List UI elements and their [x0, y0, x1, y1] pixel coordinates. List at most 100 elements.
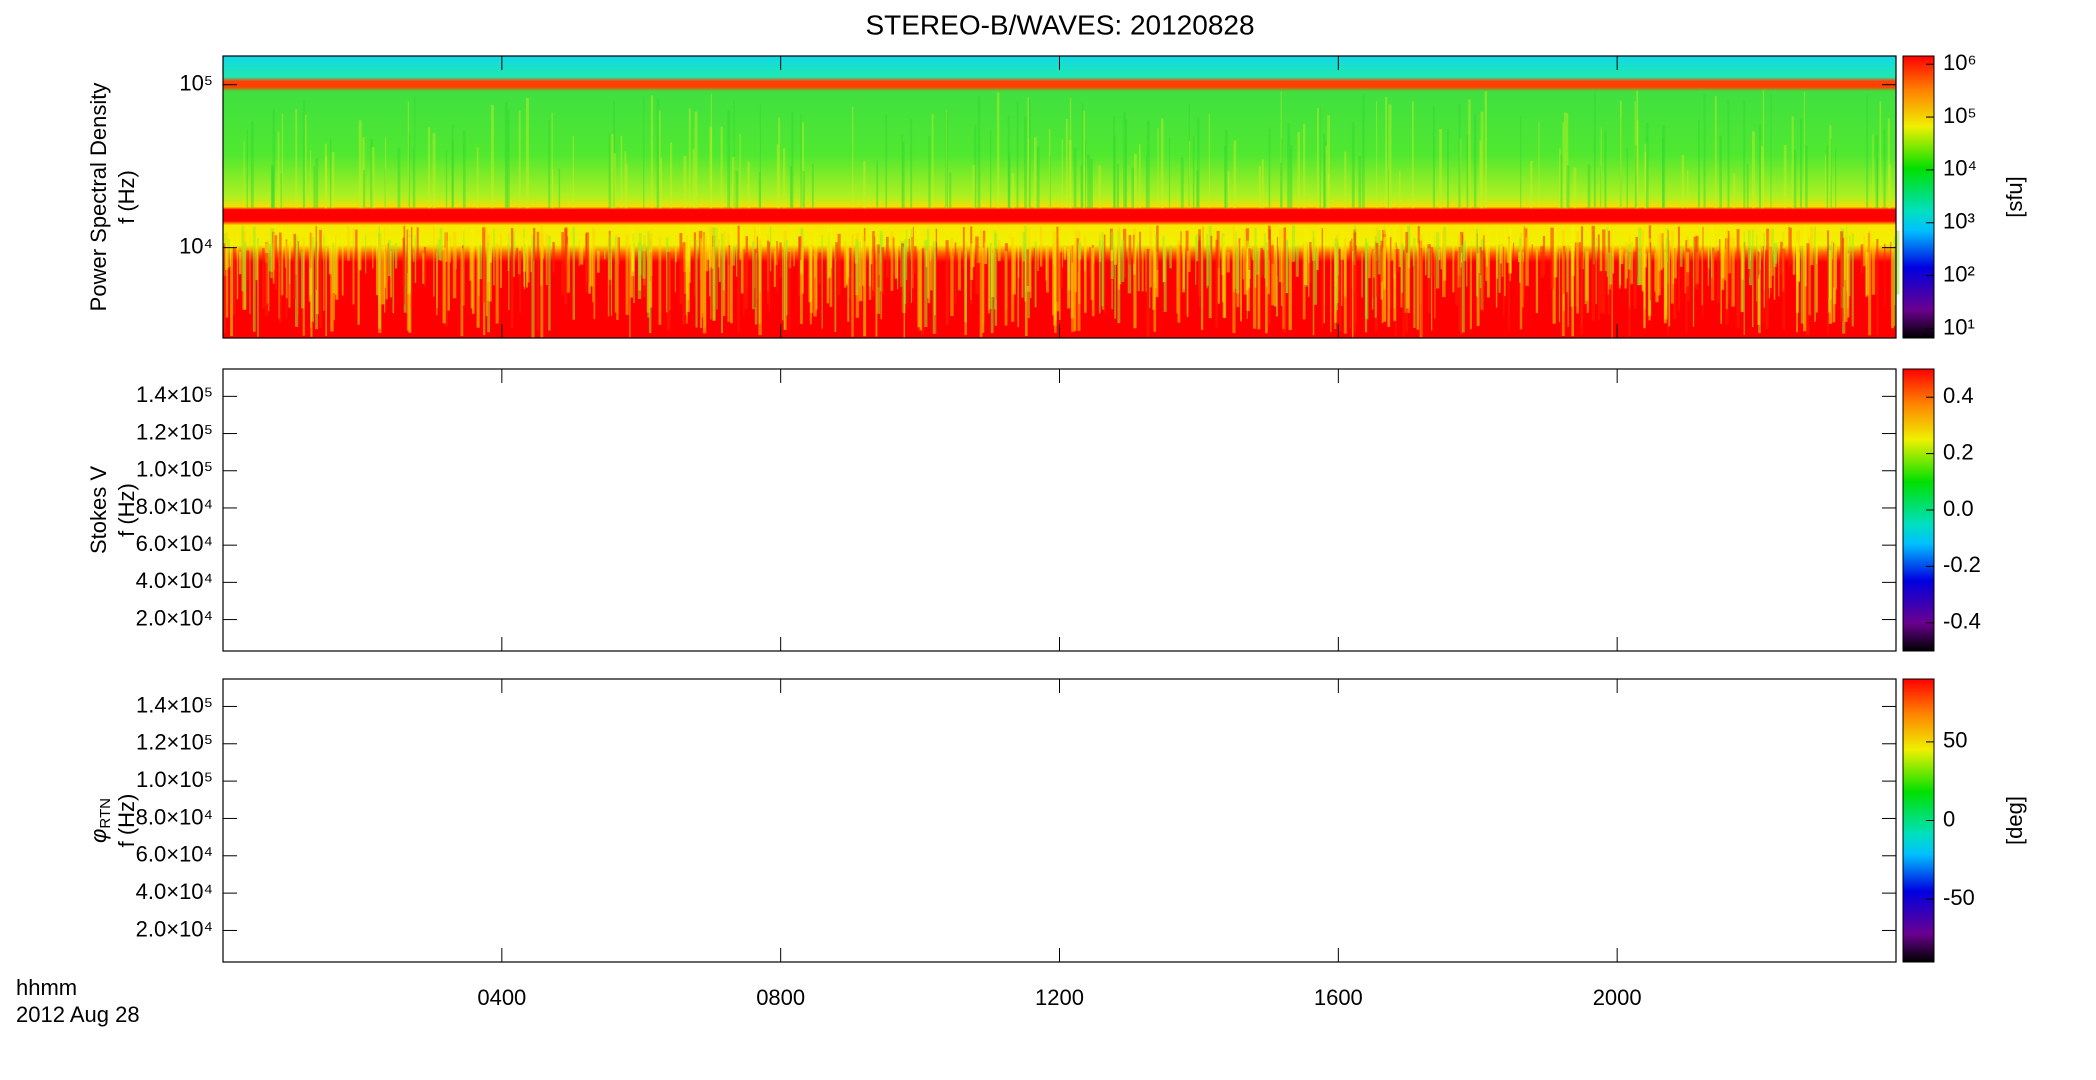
- colorbar-tick-label: -50: [1943, 885, 1975, 910]
- spectrogram-texture: [1630, 242, 1634, 285]
- spectrogram-texture: [1634, 145, 1638, 209]
- spectrogram-texture: [1625, 242, 1628, 279]
- spectrogram-texture: [847, 251, 850, 322]
- spectrogram-texture: [945, 111, 948, 209]
- spectrogram-texture: [1876, 238, 1879, 335]
- spectrogram-texture: [1065, 119, 1068, 209]
- spectrogram-texture: [1865, 252, 1869, 296]
- spectrogram-texture: [1751, 229, 1754, 328]
- spectrogram-texture: [508, 232, 510, 311]
- spectrogram-texture: [518, 250, 522, 313]
- spectrogram-texture: [630, 240, 633, 298]
- spectrogram-texture: [1264, 232, 1266, 279]
- spectrogram-texture: [1835, 148, 1837, 209]
- spectrogram-texture: [670, 142, 673, 209]
- spectrogram-texture: [372, 239, 374, 269]
- spectrogram-texture: [1522, 252, 1524, 262]
- spectrogram-texture: [1281, 138, 1283, 209]
- spectrogram-texture: [1337, 248, 1341, 291]
- y-tick-label: 4.0×10⁴: [136, 879, 213, 904]
- spectrogram-texture: [297, 241, 300, 315]
- spectrogram-texture: [1768, 231, 1772, 289]
- spectrogram-texture: [1644, 143, 1647, 209]
- spectrogram-texture: [412, 252, 415, 262]
- spectrogram-texture: [1252, 252, 1254, 261]
- spectrogram-texture: [1061, 139, 1064, 209]
- spectrogram-texture: [1763, 232, 1765, 308]
- spectrogram-texture: [1103, 234, 1106, 313]
- spectrogram-texture: [596, 250, 600, 273]
- spectrogram-texture: [1660, 226, 1663, 271]
- spectrogram-texture: [1377, 230, 1381, 275]
- spectrogram-texture: [739, 133, 741, 209]
- spectrogram-texture: [1052, 243, 1055, 316]
- spectrogram-texture: [700, 238, 703, 329]
- spectrogram-texture: [1427, 248, 1431, 278]
- spectrogram-texture: [620, 135, 623, 209]
- spectrogram-texture: [1133, 153, 1137, 209]
- spectrogram-texture: [826, 225, 830, 304]
- spectrogram-texture: [279, 232, 282, 323]
- spectrogram-texture: [752, 241, 755, 310]
- spectrogram-texture: [1519, 237, 1521, 283]
- spectrogram-texture: [1439, 129, 1442, 209]
- spectrogram-texture: [1390, 244, 1394, 261]
- spectrogram-texture: [608, 235, 612, 280]
- spectrogram-texture: [1063, 247, 1067, 260]
- spectrogram-texture: [588, 241, 591, 294]
- spectrogram-texture: [1827, 230, 1829, 299]
- spectrogram-texture: [504, 101, 507, 209]
- spectrogram-texture: [1395, 249, 1400, 273]
- spectrogram-texture: [449, 236, 451, 263]
- spectrogram-texture: [1049, 155, 1051, 209]
- spectrogram-texture: [1265, 242, 1268, 287]
- y-tick-label: 6.0×10⁴: [136, 531, 213, 556]
- spectrogram-texture: [614, 236, 617, 313]
- spectrogram-texture: [530, 247, 532, 273]
- spectrogram-texture: [843, 241, 847, 288]
- y-axis-label: f (Hz): [114, 483, 139, 537]
- spectrogram-texture: [1407, 225, 1411, 269]
- spectrogram-texture: [1254, 227, 1257, 288]
- spectrogram-texture: [1612, 230, 1615, 274]
- x-axis-label: hhmm: [16, 975, 77, 1000]
- spectrogram-texture: [1208, 113, 1210, 209]
- spectrogram-texture: [304, 114, 307, 209]
- spectrogram-texture: [930, 247, 933, 291]
- spectrogram-texture: [637, 242, 642, 299]
- spectrogram-texture: [439, 227, 443, 261]
- spectrogram-texture: [462, 130, 466, 209]
- spectrogram-texture: [858, 240, 863, 302]
- spectrogram-texture: [821, 234, 823, 329]
- spectrogram-texture: [1327, 115, 1330, 209]
- spectrogram-texture: [1114, 246, 1117, 319]
- spectrogram-texture: [1400, 243, 1404, 293]
- spectrogram-texture: [1560, 154, 1563, 209]
- spectrogram-texture: [1657, 234, 1661, 296]
- spectrogram-texture: [1486, 229, 1490, 298]
- spectrogram-texture: [1681, 155, 1685, 209]
- spectrogram-texture: [284, 227, 287, 268]
- spectrogram-texture: [335, 239, 339, 300]
- spectrogram-texture: [243, 140, 245, 209]
- spectrogram-texture: [1883, 128, 1886, 209]
- spectrogram-texture: [523, 244, 526, 290]
- spectrogram-texture: [656, 98, 660, 209]
- spectrogram-texture: [625, 235, 629, 316]
- spectrogram-texture: [1078, 243, 1081, 304]
- spectrogram-texture: [310, 231, 313, 337]
- spectrogram-texture: [578, 239, 580, 266]
- spectrogram-texture: [1663, 234, 1667, 324]
- spectrogram-texture: [527, 247, 530, 283]
- spectrogram-texture: [1117, 226, 1120, 290]
- spectrogram-texture: [548, 235, 551, 331]
- spectrogram-texture: [1388, 169, 1390, 209]
- spectrogram-texture: [785, 239, 788, 316]
- spectrogram-texture: [1670, 231, 1674, 304]
- spectrogram-texture: [1697, 120, 1700, 209]
- spectrogram-texture: [1875, 134, 1879, 209]
- spectrogram-texture: [782, 148, 786, 209]
- spectrogram-texture: [776, 144, 779, 209]
- spectrogram-texture: [1771, 228, 1774, 276]
- spectrogram-texture: [325, 155, 328, 209]
